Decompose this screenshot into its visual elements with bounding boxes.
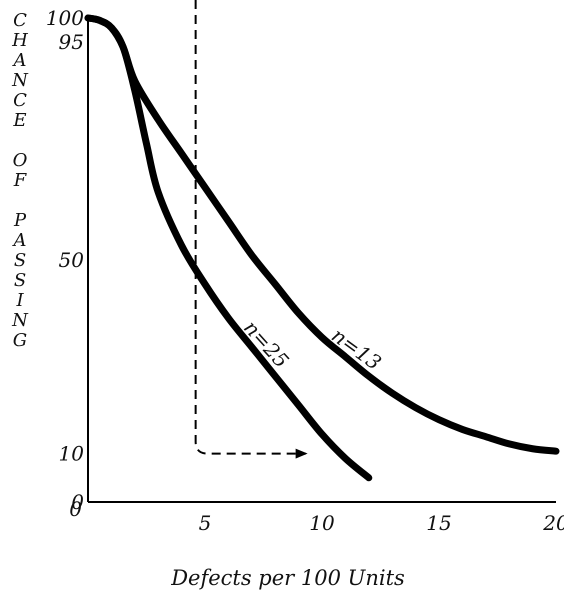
- x-tick-label: 15: [426, 511, 451, 535]
- x-tick-label: 0: [69, 497, 82, 521]
- series-line: [84, 14, 560, 455]
- y-axis-title-letter: E: [12, 110, 26, 131]
- y-axis-title-letter: F: [13, 170, 28, 191]
- series-layer: [84, 14, 560, 482]
- y-axis-title-letter: C: [13, 90, 27, 111]
- y-tick-label: 100: [46, 6, 84, 30]
- y-axis-title-letter: C: [13, 10, 27, 31]
- y-tick-label: 10: [59, 442, 85, 466]
- y-tick-label: 95: [59, 30, 84, 54]
- annotation-layer: [194, 0, 308, 459]
- y-axis-title-letter: O: [13, 150, 28, 171]
- x-axis-title: Defects per 100 Units: [170, 566, 405, 590]
- x-tick-label: 20: [542, 511, 564, 535]
- series-line: [84, 14, 373, 482]
- x-tick-label: 5: [199, 511, 212, 535]
- y-axis-title-letter: H: [11, 30, 28, 51]
- x-tick-labels: 0 5 10 15 20: [69, 497, 564, 535]
- x-tick-label: 10: [309, 511, 335, 535]
- y-tick-label: 50: [59, 248, 85, 272]
- y-axis-title-letter: A: [12, 230, 27, 251]
- y-axis-title-letter: A: [12, 50, 27, 71]
- y-axis-title-letter: I: [15, 290, 24, 311]
- dashed-arrow: [194, 0, 308, 459]
- y-axis-title-letter: P: [13, 210, 27, 231]
- y-axis-title-letter: S: [14, 270, 26, 291]
- y-axis-title-letter: S: [14, 250, 26, 271]
- y-axis-title-letter: G: [13, 330, 27, 351]
- y-axis-title-letter: N: [11, 70, 29, 91]
- y-axis-title-letter: N: [11, 310, 29, 331]
- y-tick-label: 0: [71, 490, 84, 514]
